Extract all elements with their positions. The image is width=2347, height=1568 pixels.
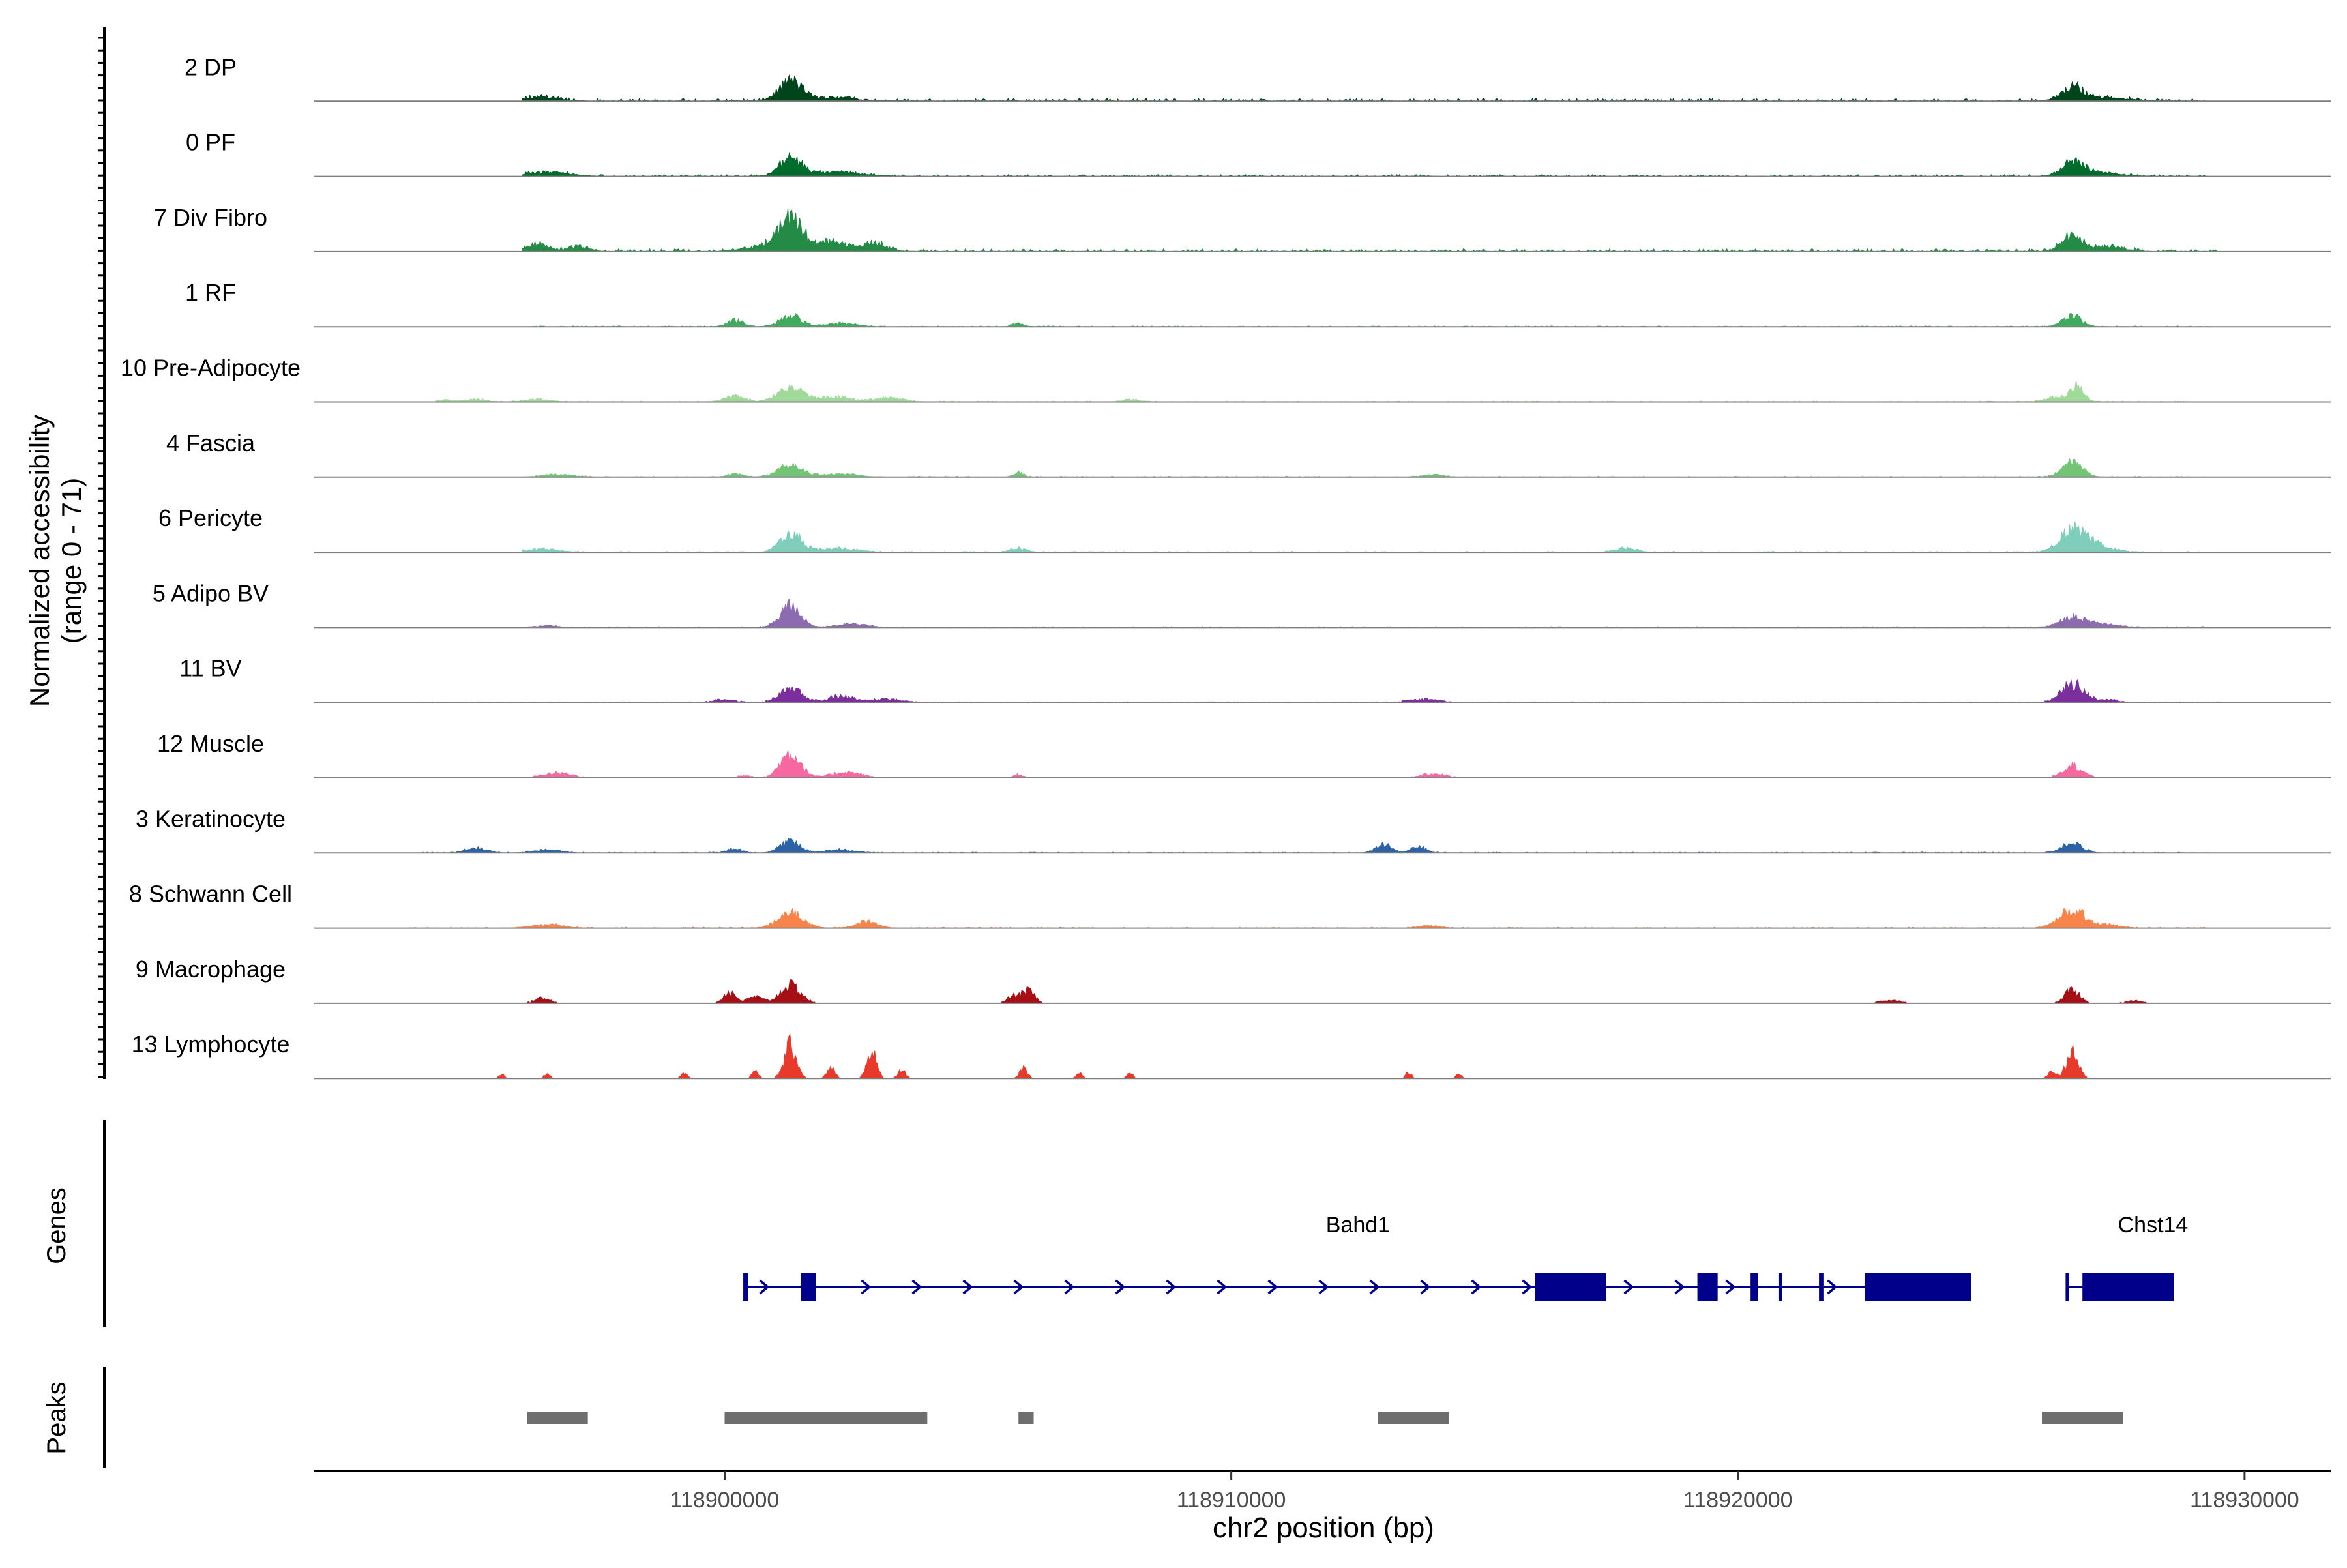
y-axis-ticks — [98, 37, 104, 1078]
y-axis-range: (range 0 - 71) — [56, 478, 87, 643]
gene-label: Chst14 — [2118, 1213, 2189, 1237]
track-label: 5 Adipo BV — [153, 580, 269, 606]
track-4-fascia: 4 Fascia — [166, 430, 2331, 478]
track-2-dp: 2 DP — [185, 53, 2331, 102]
strand-arrow — [1267, 1279, 1278, 1295]
track-9-macrophage: 9 Macrophage — [136, 956, 2331, 1004]
strand-arrow — [1369, 1279, 1380, 1295]
x-tick-label: 118920000 — [1683, 1488, 1793, 1513]
track-6-pericyte: 6 Pericyte — [158, 505, 2331, 554]
track-label: 3 Keratinocyte — [136, 805, 286, 832]
gene-exon — [1778, 1273, 1782, 1301]
track-label: 6 Pericyte — [158, 505, 263, 531]
track-label: 11 BV — [179, 655, 241, 682]
track-3-keratinocyte: 3 Keratinocyte — [136, 805, 2331, 854]
strand-arrow — [1827, 1279, 1838, 1295]
genes-panel-label: Genes — [42, 1187, 71, 1264]
y-axis-title: Normalized accessibility — [24, 415, 55, 707]
gene-annotations: Bahd1 Chst14 — [743, 1213, 2189, 1301]
track-13-lymphocyte: 13 Lymphocyte — [132, 1031, 2331, 1080]
track-label: 7 Div Fibro — [154, 204, 267, 231]
gene-exon — [1750, 1273, 1758, 1301]
x-axis-title: chr2 position (bp) — [1213, 1512, 1434, 1544]
strand-arrow — [911, 1279, 923, 1295]
strand-arrow — [759, 1279, 770, 1295]
track-8-schwann-cell: 8 Schwann Cell — [129, 881, 2331, 929]
track-5-adipo-bv: 5 Adipo BV — [153, 580, 2331, 629]
track-label: 1 RF — [185, 279, 236, 306]
strand-arrow — [861, 1279, 872, 1295]
gene-label: Bahd1 — [1326, 1213, 1390, 1237]
track-0-pf: 0 PF — [186, 129, 2331, 177]
strand-arrow — [962, 1279, 973, 1295]
strand-arrow — [1623, 1279, 1634, 1295]
track-label: 8 Schwann Cell — [129, 881, 292, 908]
strand-arrow — [1013, 1279, 1024, 1295]
gene-exon — [1697, 1273, 1718, 1301]
track-label: 2 DP — [185, 53, 237, 80]
strand-arrow — [1217, 1279, 1228, 1295]
gene-exon — [801, 1273, 816, 1301]
strand-arrow — [1064, 1279, 1075, 1295]
gene-exon — [1865, 1273, 1971, 1301]
peak-region — [724, 1412, 928, 1424]
peak-region — [1018, 1412, 1034, 1424]
peak-region — [527, 1412, 588, 1424]
x-tick-label: 118930000 — [2190, 1488, 2299, 1513]
track-label: 4 Fascia — [166, 430, 256, 456]
gene-bahd1: Bahd1 — [743, 1213, 1971, 1301]
gene-exon — [2082, 1273, 2174, 1301]
track-12-muscle: 12 Muscle — [157, 730, 2331, 778]
gene-exon — [1819, 1273, 1824, 1301]
x-tick-label: 118910000 — [1177, 1488, 1286, 1513]
track-10-pre-adipocyte: 10 Pre-Adipocyte — [121, 355, 2331, 403]
track-label: 13 Lymphocyte — [132, 1031, 290, 1058]
track-label: 12 Muscle — [157, 730, 264, 757]
peak-region — [2042, 1412, 2123, 1424]
gene-exon — [745, 1273, 748, 1301]
strand-arrow — [1725, 1279, 1736, 1295]
track-label: 10 Pre-Adipocyte — [121, 355, 301, 381]
coverage-tracks: 2 DP 0 PF 7 Div Fibro 1 RF 10 Pre-Adipocyte 4… — [121, 53, 2331, 1080]
strand-arrow — [1166, 1279, 1177, 1295]
peak-region — [1378, 1412, 1449, 1424]
strand-arrow — [1471, 1279, 1482, 1295]
track-11-bv: 11 BV — [179, 655, 2331, 703]
strand-arrow — [1115, 1279, 1126, 1295]
peak-regions — [527, 1412, 2123, 1424]
track-7-div-fibro: 7 Div Fibro — [154, 204, 2331, 252]
track-label: 9 Macrophage — [136, 956, 286, 983]
x-axis-ticks: 118900000 118910000 118920000 118930000 — [670, 1471, 2299, 1513]
track-1-rf: 1 RF — [185, 279, 2331, 328]
x-tick-label: 118900000 — [670, 1488, 780, 1513]
strand-arrow — [1522, 1279, 1533, 1295]
strand-arrow — [1674, 1279, 1685, 1295]
gene-chst14: Chst14 — [2065, 1213, 2189, 1301]
strand-arrow — [1420, 1279, 1431, 1295]
peaks-panel-label: Peaks — [42, 1382, 71, 1454]
gene-exon — [1535, 1273, 1606, 1301]
track-label: 0 PF — [186, 129, 235, 156]
strand-arrow — [1318, 1279, 1329, 1295]
